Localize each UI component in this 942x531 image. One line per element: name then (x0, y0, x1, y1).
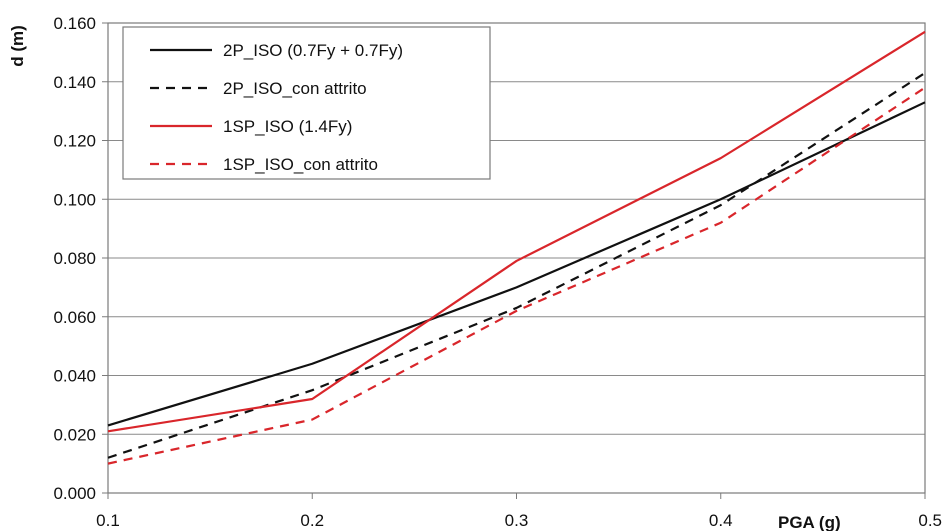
x-tick-label: 0.1 (96, 511, 120, 530)
y-tick-label: 0.020 (53, 425, 96, 444)
legend-label-3: 1SP_ISO (1.4Fy) (223, 117, 352, 136)
legend-label-1: 2P_ISO (0.7Fy + 0.7Fy) (223, 41, 403, 60)
y-tick-label: 0.160 (53, 14, 96, 33)
legend: 2P_ISO (0.7Fy + 0.7Fy) 2P_ISO_con attrito… (122, 26, 491, 180)
series-line-3 (107, 30, 926, 433)
x-tick-label: 0.3 (505, 511, 529, 530)
x-axis-title: PGA (g) (778, 513, 841, 531)
axis-ticks: 0.000 0.020 0.040 0.060 0.080 0.100 0.120 0.140… (53, 14, 942, 530)
legend-label-4: 1SP_ISO_con attrito (223, 155, 378, 174)
y-tick-label: 0.000 (53, 484, 96, 503)
y-tick-label: 0.060 (53, 308, 96, 327)
y-tick-label: 0.140 (53, 73, 96, 92)
x-tick-label: 0.2 (300, 511, 324, 530)
y-tick-label: 0.120 (53, 132, 96, 151)
series-line-4 (107, 86, 926, 465)
x-tick-label: 0.4 (709, 511, 733, 530)
y-tick-label: 0.040 (53, 367, 96, 386)
series-line-2 (107, 72, 926, 459)
y-tick-label: 0.080 (53, 249, 96, 268)
series-lines (107, 30, 926, 465)
legend-label-2: 2P_ISO_con attrito (223, 79, 367, 98)
gridlines (108, 81, 925, 435)
series-line-1 (107, 101, 926, 427)
legend-box (122, 26, 491, 180)
legend-items: 2P_ISO (0.7Fy + 0.7Fy) 2P_ISO_con attrito… (150, 41, 403, 174)
y-tick-label: 0.100 (53, 190, 96, 209)
y-axis-title: d (m) (8, 25, 27, 67)
x-tick-label: 0.5 (918, 511, 942, 530)
